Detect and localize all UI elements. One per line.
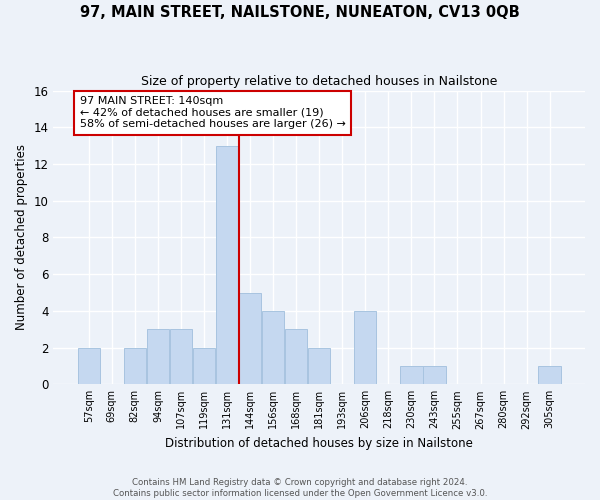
Title: Size of property relative to detached houses in Nailstone: Size of property relative to detached ho… [141,75,497,88]
Bar [239,292,261,384]
Bar [423,366,446,384]
Text: 97, MAIN STREET, NAILSTONE, NUNEATON, CV13 0QB: 97, MAIN STREET, NAILSTONE, NUNEATON, CV… [80,5,520,20]
Bar [354,311,376,384]
Bar [400,366,422,384]
Bar [147,329,169,384]
Bar [124,348,146,385]
Bar [308,348,331,385]
Bar [216,146,238,384]
Text: Contains HM Land Registry data © Crown copyright and database right 2024.
Contai: Contains HM Land Registry data © Crown c… [113,478,487,498]
Bar [285,329,307,384]
Y-axis label: Number of detached properties: Number of detached properties [15,144,28,330]
Bar [170,329,192,384]
Bar [77,348,100,385]
Bar [262,311,284,384]
Bar [538,366,561,384]
Text: 97 MAIN STREET: 140sqm
← 42% of detached houses are smaller (19)
58% of semi-det: 97 MAIN STREET: 140sqm ← 42% of detached… [80,96,346,130]
Bar [193,348,215,385]
X-axis label: Distribution of detached houses by size in Nailstone: Distribution of detached houses by size … [165,437,473,450]
